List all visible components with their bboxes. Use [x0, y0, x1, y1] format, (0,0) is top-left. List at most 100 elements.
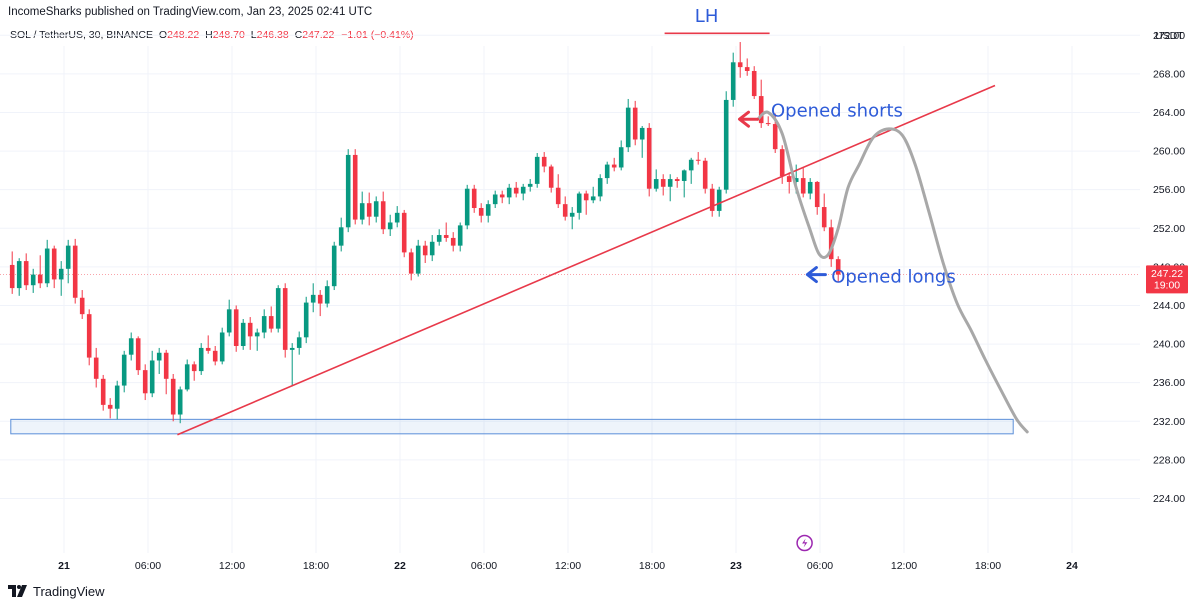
x-tick-label: 23: [730, 560, 742, 572]
grid-layer: [0, 34, 1140, 553]
candle-body: [786, 176, 792, 182]
candle-body: [709, 188, 715, 211]
candle-body: [583, 193, 589, 201]
x-tick-label: 06:00: [135, 560, 161, 572]
candle-body: [44, 248, 50, 284]
candle-body: [632, 107, 638, 140]
x-tick-label: 06:00: [471, 560, 497, 572]
candle-body: [149, 360, 155, 394]
candle-body: [303, 302, 309, 338]
candle-body: [30, 274, 36, 286]
x-tick-label: 24: [1066, 560, 1078, 572]
candle-body: [576, 193, 582, 213]
candle-body: [219, 332, 225, 362]
candle-body: [772, 124, 778, 150]
candle-body: [198, 347, 204, 372]
candle-body: [422, 245, 428, 256]
arrow-head: [805, 266, 818, 284]
candle-body: [653, 179, 659, 189]
candle-body: [205, 347, 211, 351]
y-tick-label: 224.00: [1153, 493, 1185, 505]
candle-body: [443, 235, 449, 238]
candle-body: [562, 204, 568, 217]
candle-body: [72, 245, 78, 298]
candle-body: [506, 187, 512, 198]
candle-body: [338, 227, 344, 246]
annotations-layer: LH Opened shorts Opened longs: [695, 6, 956, 552]
x-tick-label: 21: [58, 560, 70, 572]
candle-body: [688, 159, 694, 171]
y-tick-label: 240.00: [1153, 339, 1185, 351]
candle-body: [751, 70, 757, 97]
y-tick-label: 232.00: [1153, 416, 1185, 428]
candle-body: [520, 186, 526, 194]
y-tick-label: 252.00: [1153, 223, 1185, 235]
candle-body: [345, 154, 351, 228]
candle-body: [534, 156, 540, 184]
candle-body: [359, 203, 365, 220]
y-tick-label: 244.00: [1153, 300, 1185, 312]
candle-body: [275, 288, 281, 329]
candle-body: [464, 188, 470, 226]
tradingview-branding[interactable]: TradingView: [8, 582, 105, 600]
candle-body: [429, 241, 435, 256]
candle-body: [401, 212, 407, 253]
y-tick-label: 256.00: [1153, 184, 1185, 196]
candle-body: [107, 404, 113, 409]
candle-body: [79, 297, 85, 315]
candle-body: [457, 225, 463, 246]
candle-body: [730, 62, 736, 100]
candle-body: [674, 179, 680, 181]
candle-body: [226, 309, 232, 333]
candle-body: [758, 96, 764, 124]
y-tick-label: 272.00: [1153, 30, 1185, 42]
candle-body: [247, 322, 253, 337]
y-tick-label: 260.00: [1153, 146, 1185, 158]
candle-body: [527, 183, 533, 187]
candle-body: [513, 187, 519, 194]
candle-body: [156, 352, 162, 361]
candle-body: [450, 237, 456, 246]
candle-body: [639, 127, 645, 140]
y-tick-label: 228.00: [1153, 454, 1185, 466]
candle-body: [569, 212, 575, 217]
last-price-tag: [1146, 265, 1188, 294]
candle-body: [625, 107, 631, 148]
candle-body: [261, 316, 267, 333]
publish-info: IncomeSharks published on TradingView.co…: [8, 6, 373, 18]
candle-body: [646, 127, 652, 189]
candle-body: [408, 252, 414, 274]
candle-body: [793, 178, 799, 182]
x-tick-label: 12:00: [555, 560, 581, 572]
candle-body: [93, 357, 99, 379]
support-zone: [10, 418, 1014, 435]
candle-body: [163, 352, 169, 379]
candle-body: [86, 314, 92, 358]
candle-body: [814, 181, 820, 208]
candle-body: [485, 204, 491, 216]
candle-body: [660, 179, 666, 187]
candle-body: [492, 194, 498, 205]
currency-label[interactable]: USDT: [1155, 30, 1184, 42]
candle-body: [58, 268, 64, 280]
candle-body: [800, 178, 806, 194]
candle-body: [331, 245, 337, 287]
candle-body: [387, 222, 393, 230]
y-tick-label: 236.00: [1153, 377, 1185, 389]
candle-body: [177, 389, 183, 415]
candle-body: [310, 294, 316, 303]
candle-body: [37, 274, 43, 284]
candle-body: [9, 264, 15, 289]
candle-body: [184, 364, 190, 390]
candle-body: [128, 338, 134, 355]
y-tick-label: 264.00: [1153, 107, 1185, 119]
support-zone-layer: [10, 418, 1014, 435]
trendline: [177, 84, 996, 436]
candle-body: [835, 259, 841, 275]
annotation-label: Opened longs: [831, 266, 956, 287]
x-tick-label: 12:00: [219, 560, 245, 572]
candle-body: [597, 178, 603, 197]
tradingview-logo-icon: [8, 585, 27, 597]
candle-body: [317, 294, 323, 304]
